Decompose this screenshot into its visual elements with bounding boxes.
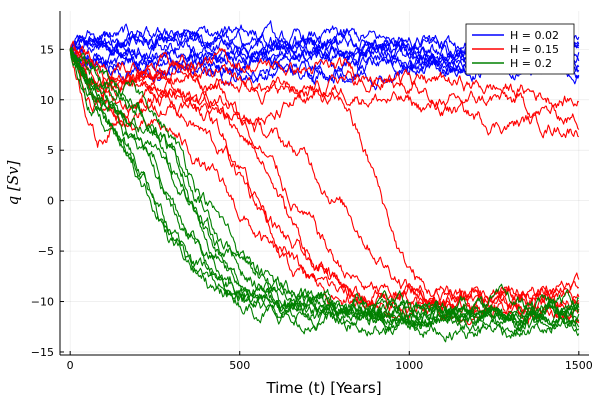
- green-series-path: [69, 49, 580, 323]
- red-series-path: [69, 45, 580, 130]
- y-tick-label: −10: [31, 296, 54, 309]
- x-tick-label: 1000: [395, 359, 423, 372]
- green-series-path: [69, 49, 580, 338]
- x-tick-label: 1500: [565, 359, 593, 372]
- red-series-path: [69, 49, 580, 326]
- axes: [59, 11, 589, 356]
- legend-label: H = 0.2: [510, 57, 552, 70]
- tick-labels: 0 500 1000 1500 −15 −10 −5 0 5 10 15: [31, 43, 593, 372]
- y-tick-label: −15: [31, 346, 54, 359]
- red-series-path: [69, 40, 580, 324]
- legend-label: H = 0.15: [510, 43, 559, 56]
- y-tick-label: 10: [40, 94, 54, 107]
- x-axis-title: Time (t) [Years]: [265, 379, 381, 397]
- green-series-path: [69, 49, 580, 321]
- y-tick-label: 15: [40, 43, 54, 56]
- legend: H = 0.02H = 0.15H = 0.2: [465, 23, 575, 75]
- red-series-path: [69, 47, 580, 113]
- y-tick-label: −5: [38, 245, 54, 258]
- green-series-path: [69, 49, 580, 336]
- red-series-path: [69, 49, 580, 310]
- x-tick-label: 0: [67, 359, 74, 372]
- y-tick-label: 5: [47, 144, 54, 157]
- red-series-path: [69, 48, 580, 310]
- legend-label: H = 0.02: [510, 29, 559, 42]
- red-series-path: [69, 44, 580, 309]
- green-series-path: [69, 47, 580, 337]
- y-tick-label: 0: [47, 195, 54, 208]
- y-axis-title: q [Sv]: [4, 160, 22, 205]
- green-series-path: [69, 49, 580, 334]
- x-tick-label: 500: [229, 359, 250, 372]
